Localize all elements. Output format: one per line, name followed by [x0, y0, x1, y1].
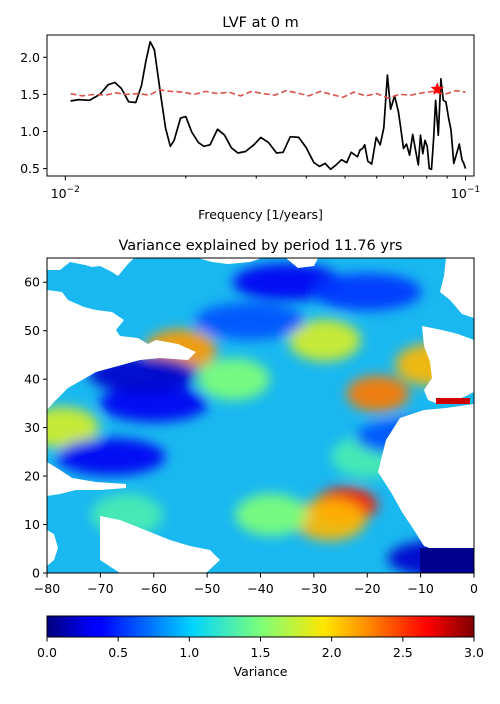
land-north-america [47, 258, 134, 276]
colorbar-tick-label: 1.0 [179, 645, 199, 660]
lvf-plot-area [47, 35, 474, 176]
land-mask [47, 258, 474, 573]
map-x-tick-label: −70 [87, 581, 113, 596]
variance-map: Variance explained by period 11.76 yrs [24, 238, 478, 596]
map-y-tick-label: 60 [24, 275, 40, 290]
map-y-tick-label: 10 [24, 517, 40, 532]
map-x-tick-label: −10 [407, 581, 433, 596]
colorbar: 0.0 0.5 1.0 1.5 2.0 2.5 3.0 Variance [37, 615, 484, 679]
variance-region [99, 384, 209, 423]
land-central-america [47, 530, 58, 566]
lvf-y-tick-label: 1.0 [20, 124, 40, 139]
variance-region [235, 493, 308, 536]
lvf-chart-title: LVF at 0 m [222, 15, 299, 31]
variance-region [195, 302, 305, 340]
gulf-of-guinea-band [420, 548, 474, 573]
mediterranean-cells [436, 398, 470, 404]
variance-region [47, 406, 99, 449]
colorbar-tick-label: 0.5 [108, 645, 128, 660]
lvf-series-line [70, 40, 467, 171]
land-africa [378, 404, 474, 552]
map-x-tick-label: −50 [194, 581, 220, 596]
lvf-x-tick-label: 10−2 [51, 185, 80, 201]
map-x-tick-label: 0 [470, 581, 478, 596]
variance-region [288, 319, 361, 362]
land-europe [422, 326, 474, 404]
colorbar-tick-label: 2.0 [322, 645, 342, 660]
colorbar-tick-label: 0.0 [37, 645, 57, 660]
colorbar-gradient [46, 615, 475, 638]
lvf-threshold-line [70, 89, 466, 99]
map-y-tick-label: 40 [24, 372, 40, 387]
variance-region [312, 273, 422, 311]
map-y-tick-label: 50 [24, 323, 40, 338]
lvf-y-tick-label: 1.5 [20, 87, 40, 102]
variance-region [293, 498, 366, 541]
map-x-tick-label: −40 [247, 581, 273, 596]
map-x-tick-label: −30 [301, 581, 327, 596]
lvf-y-tick-label: 2.0 [20, 50, 40, 65]
variance-region [197, 358, 270, 401]
map-x-tick-label: −80 [34, 581, 60, 596]
lvf-x-axis-label: Frequency [1/years] [198, 207, 323, 222]
colorbar-tick-label: 3.0 [464, 645, 484, 660]
land-europe-north [440, 258, 474, 318]
lvf-plot-frame [46, 34, 475, 177]
map-x-tick-label: −60 [141, 581, 167, 596]
land-iceland [286, 258, 318, 268]
land-south-america [100, 516, 220, 573]
map-y-tick-label: 0 [32, 566, 40, 581]
map-x-tick-label: −20 [354, 581, 380, 596]
map-y-tick-label: 30 [24, 420, 40, 435]
peak-star-marker [430, 82, 444, 95]
land-caribbean [47, 462, 126, 496]
colorbar-tick-label: 2.5 [393, 645, 413, 660]
land-north-america-east [47, 290, 196, 410]
variance-region [56, 438, 166, 476]
variance-region [346, 375, 410, 412]
colorbar-tick-label: 1.5 [251, 645, 271, 660]
map-y-tick-label: 20 [24, 469, 40, 484]
lvf-x-tick-label: 10−1 [451, 185, 480, 201]
colorbar-label: Variance [234, 664, 288, 679]
lvf-chart: LVF at 0 m 0.5 1.0 1.5 2.0 10−2 10−1 Frequen… [20, 15, 480, 222]
land-greenland [198, 258, 262, 264]
lvf-y-tick-label: 0.5 [20, 161, 40, 176]
map-title: Variance explained by period 11.76 yrs [119, 238, 403, 254]
